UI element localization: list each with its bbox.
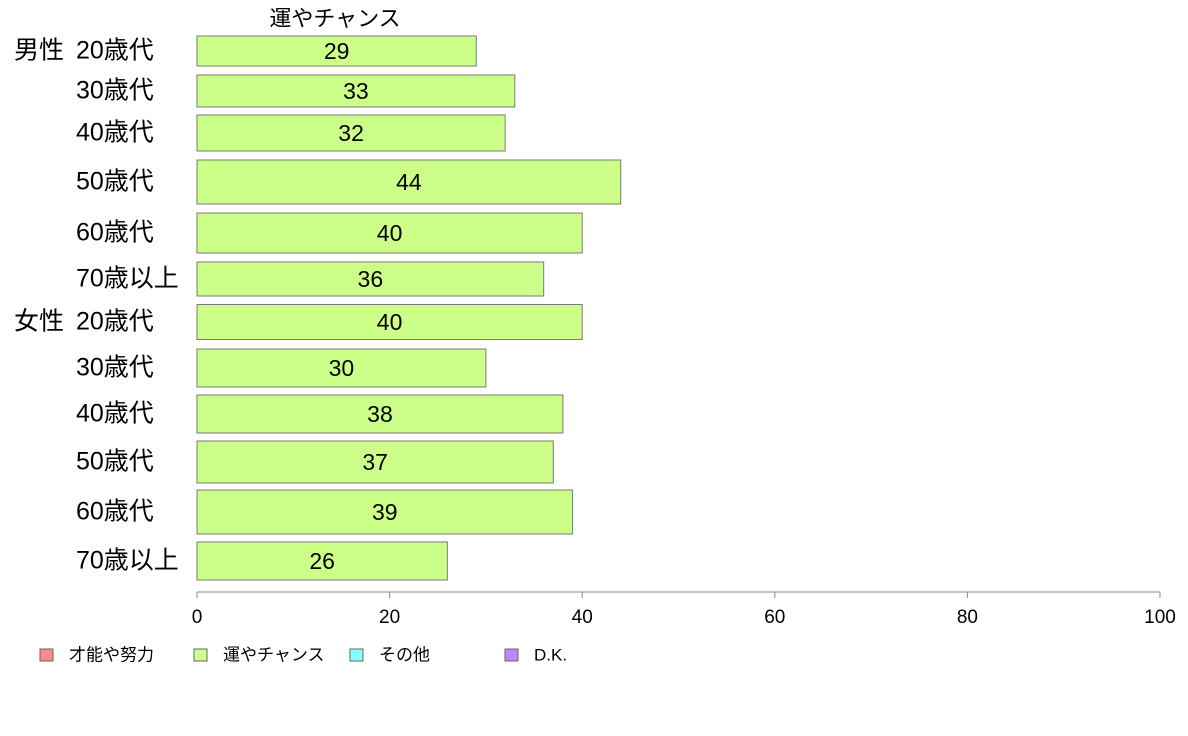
category-label: 40歳代 [76, 119, 154, 147]
legend-label: D.K. [534, 645, 567, 664]
category-label: 60歳代 [76, 498, 154, 526]
group-label: 女性 [14, 308, 64, 336]
legend-label: 才能や努力 [69, 645, 154, 664]
bar-female-5 [196, 541, 448, 581]
legend-swatch [504, 648, 519, 662]
category-label: 70歳以上 [76, 547, 179, 575]
x-tick-label: 60 [764, 607, 785, 628]
bar-value-label: 40 [377, 220, 403, 246]
bar-female-4 [196, 489, 574, 535]
category-label: 60歳代 [76, 219, 154, 247]
category-label: 40歳代 [76, 400, 154, 428]
bar-value-label: 26 [309, 548, 335, 574]
x-tick-label: 0 [192, 607, 203, 628]
bar-value-label: 37 [362, 449, 388, 475]
x-tick-label: 80 [957, 607, 978, 628]
category-label: 20歳代 [76, 37, 154, 65]
x-tick-label: 40 [572, 607, 593, 628]
bar-female-1 [196, 348, 487, 388]
legend: 才能や努力 運やチャンス その他 D.K. [39, 645, 567, 664]
bar-value-label: 33 [343, 78, 369, 104]
bar-male-2 [196, 114, 506, 152]
x-tick-label: 100 [1144, 607, 1176, 628]
bar-value-label: 44 [396, 169, 422, 195]
category-label: 30歳代 [76, 354, 154, 382]
bar-value-label: 36 [358, 266, 384, 292]
category-label: 50歳代 [76, 168, 154, 196]
bar-value-label: 39 [372, 499, 398, 525]
category-label: 20歳代 [76, 308, 154, 336]
bar-male-4 [196, 212, 583, 254]
bar-male-1 [196, 74, 516, 108]
bar-male-3 [196, 159, 622, 205]
bar-male-5 [196, 261, 545, 297]
bar-value-label: 29 [324, 38, 350, 64]
bar-female-0 [196, 304, 583, 340]
legend-swatch [39, 648, 54, 662]
bar-value-label: 40 [377, 309, 403, 335]
x-axis: 0 20 40 60 80 100 [192, 591, 1176, 628]
series-title: 運やチャンス [269, 6, 400, 31]
category-label: 50歳代 [76, 448, 154, 476]
x-tick-label: 20 [379, 607, 400, 628]
bar-value-label: 38 [367, 401, 393, 427]
legend-label: その他 [379, 645, 430, 664]
bar-female-2 [196, 394, 564, 434]
legend-label: 運やチャンス [223, 645, 325, 664]
bar-value-label: 30 [329, 355, 355, 381]
legend-swatch [193, 648, 208, 662]
bars-layer: 2920歳代男性3330歳代3240歳代4450歳代4060歳代3670歳以上4… [14, 35, 622, 581]
bar-male-0 [196, 35, 477, 67]
category-label: 70歳以上 [76, 265, 179, 293]
legend-swatch [349, 648, 364, 662]
bar-female-3 [196, 440, 554, 484]
bar-value-label: 32 [338, 120, 364, 146]
category-label: 30歳代 [76, 77, 154, 105]
group-label: 男性 [14, 37, 64, 65]
